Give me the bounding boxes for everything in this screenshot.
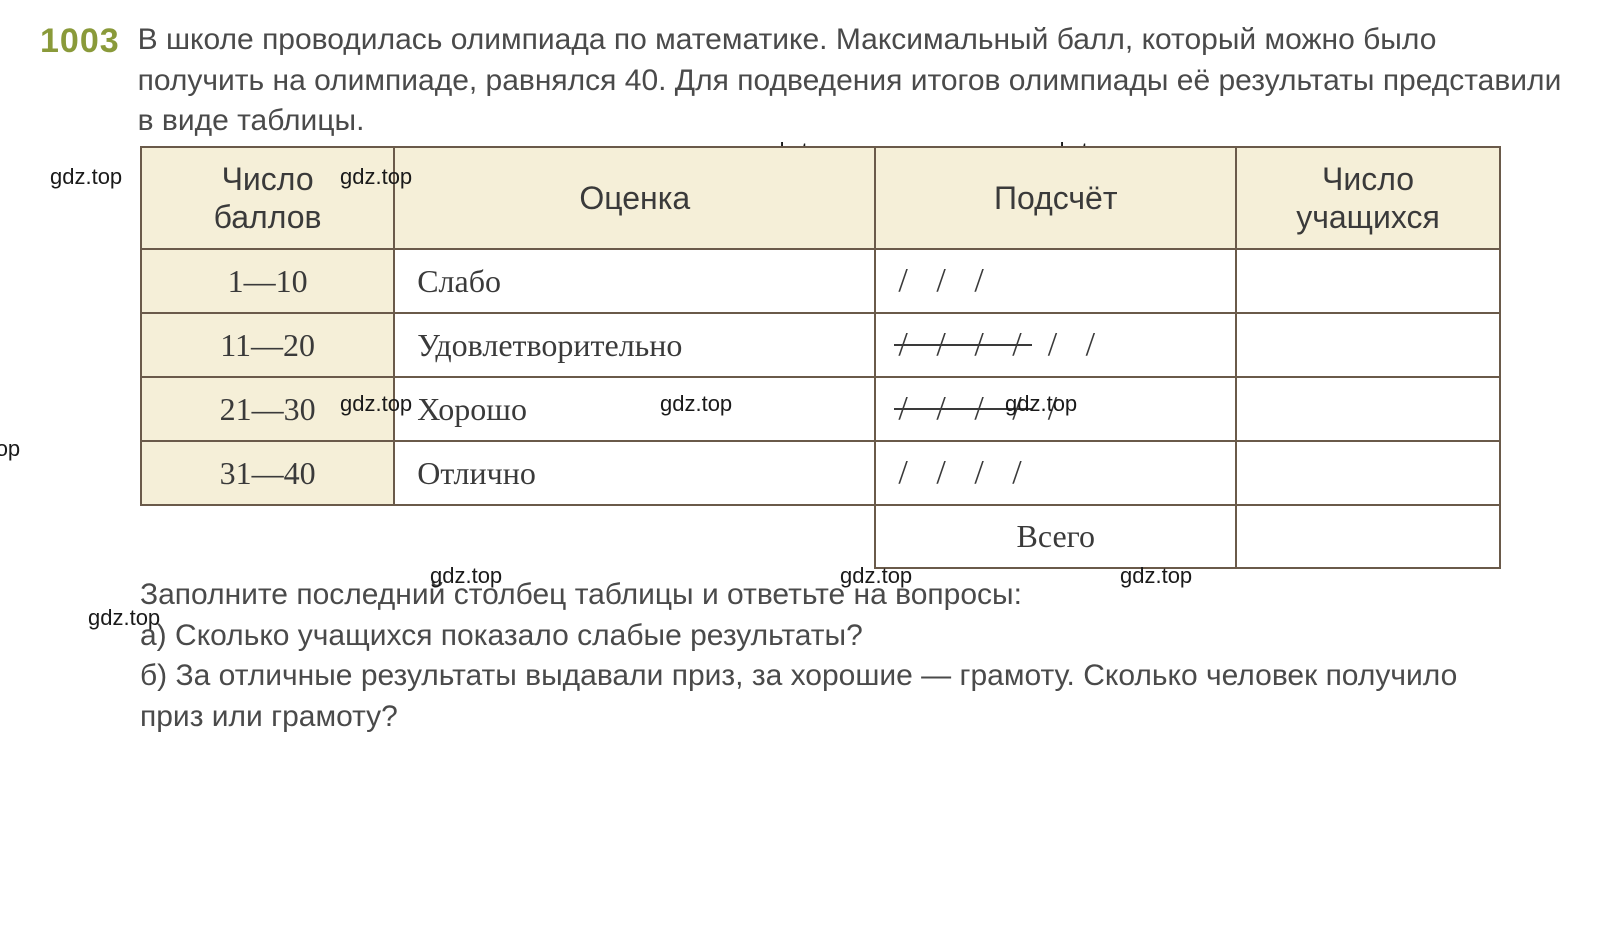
watermark: gdz.top xyxy=(0,436,20,462)
col-score: Число баллов xyxy=(141,147,394,250)
problem-number: 1003 xyxy=(40,20,120,61)
cell-grade: Слабо xyxy=(394,249,875,313)
col-tally: Подсчёт xyxy=(875,147,1236,250)
watermark: gdz.top xyxy=(1120,563,1192,589)
watermark: gdz.top xyxy=(340,164,412,190)
cell-grade: Отлично xyxy=(394,441,875,505)
watermark: gdz.top xyxy=(88,605,160,631)
table-total-row: Всего xyxy=(141,505,1500,568)
cell-count xyxy=(1236,377,1500,441)
results-table: Число баллов Оценка Подсчёт Число учащих… xyxy=(140,146,1501,570)
table-row: 31—40Отлично/ / / / xyxy=(141,441,1500,505)
watermark: gdz.top xyxy=(660,391,732,417)
results-table-container: gdz.top gdz.top Число баллов Оценка Подс… xyxy=(40,146,1571,570)
total-label: Всего xyxy=(875,505,1236,568)
table-row: 11—20Удовлетворительно/ / / // / xyxy=(141,313,1500,377)
questions-block: Заполните последний столбец таблицы и от… xyxy=(40,575,1571,737)
cell-grade: Хорошо xyxy=(394,377,875,441)
table-header-row: Число баллов Оценка Подсчёт Число учащих… xyxy=(141,147,1500,250)
watermark: gdz.top xyxy=(340,391,412,417)
col-count: Число учащихся xyxy=(1236,147,1500,250)
question-b: б) За отличные результаты выдавали приз,… xyxy=(140,656,1511,737)
watermark: gdz.top xyxy=(50,164,122,190)
watermark: gdz.top xyxy=(840,563,912,589)
cell-score: 1—10 xyxy=(141,249,394,313)
question-a-text: Сколько учащихся показало слабые результ… xyxy=(175,619,863,652)
table-row: 1—10Слабо/ / / xyxy=(141,249,1500,313)
question-b-label: б) xyxy=(140,659,167,692)
problem-text: В школе проводилась олимпиада по математ… xyxy=(138,20,1571,142)
problem-block: 1003 В школе проводилась олимпиада по ма… xyxy=(40,20,1571,142)
cell-score: 11—20 xyxy=(141,313,394,377)
cell-count xyxy=(1236,441,1500,505)
cell-count xyxy=(1236,313,1500,377)
watermark: gdz.top xyxy=(430,563,502,589)
question-a: а) Сколько учащихся показало слабые резу… xyxy=(140,616,1511,657)
cell-tally: / / / / xyxy=(875,441,1236,505)
cell-tally: / / / xyxy=(875,249,1236,313)
watermark: gdz.top xyxy=(1005,391,1077,417)
cell-tally: / / / // / xyxy=(875,313,1236,377)
questions-intro: Заполните последний столбец таблицы и от… xyxy=(140,575,1511,616)
col-grade: Оценка xyxy=(394,147,875,250)
cell-count xyxy=(1236,249,1500,313)
cell-score: 31—40 xyxy=(141,441,394,505)
cell-grade: Удовлетворительно xyxy=(394,313,875,377)
question-b-text: За отличные результаты выдавали приз, за… xyxy=(140,659,1457,733)
total-value xyxy=(1236,505,1500,568)
